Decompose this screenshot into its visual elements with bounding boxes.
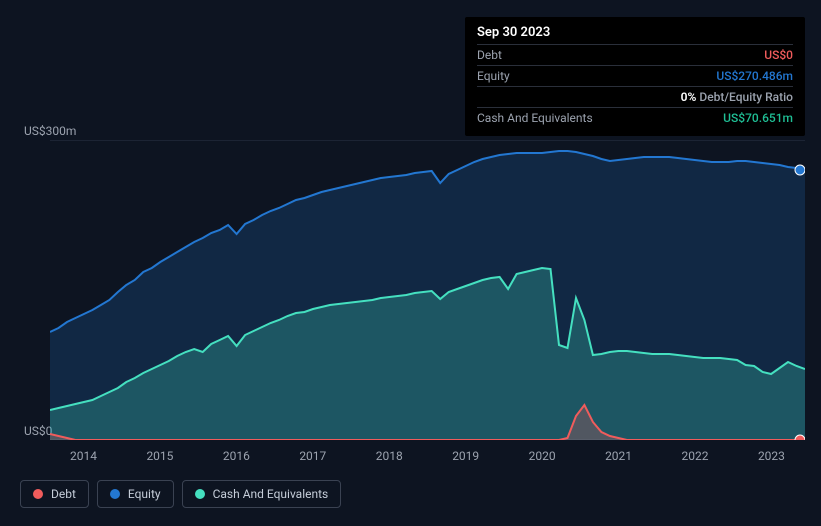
x-axis-tick-label: 2014 — [70, 449, 97, 463]
legend-item-cash-and-equivalents[interactable]: Cash And Equivalents — [182, 480, 342, 508]
end-marker-equity — [795, 165, 805, 175]
legend-label: Equity — [128, 487, 161, 501]
x-axis-tick-label: 2016 — [223, 449, 250, 463]
x-axis-labels: 2014 2015 2016 2017 2018 2019 2020 2021 2022 2023 — [50, 449, 805, 463]
legend-dot-icon — [110, 489, 120, 499]
tooltip-row-label: Equity — [477, 69, 510, 83]
chart-legend: Debt Equity Cash And Equivalents — [20, 480, 341, 508]
tooltip-row-value: US$70.651m — [723, 111, 793, 125]
tooltip-row: 0% Debt/Equity Ratio — [477, 86, 793, 107]
x-axis-tick-label: 2023 — [758, 449, 785, 463]
x-axis-tick-label: 2017 — [299, 449, 326, 463]
tooltip-row: Equity US$270.486m — [477, 65, 793, 86]
tooltip-row-value: 0% Debt/Equity Ratio — [681, 90, 793, 104]
y-axis-label-max: US$300m — [24, 124, 76, 138]
tooltip-row-label: Cash And Equivalents — [477, 111, 593, 125]
chart-plot — [50, 140, 805, 440]
tooltip-date: Sep 30 2023 — [477, 25, 793, 44]
x-axis-tick-label: 2021 — [605, 449, 632, 463]
legend-dot-icon — [33, 489, 43, 499]
tooltip-row: Cash And Equivalents US$70.651m — [477, 107, 793, 128]
tooltip-row-value: US$0 — [764, 48, 793, 62]
legend-item-debt[interactable]: Debt — [20, 480, 89, 508]
x-axis-tick-label: 2022 — [682, 449, 709, 463]
x-axis-tick-label: 2019 — [452, 449, 479, 463]
legend-label: Debt — [51, 487, 76, 501]
tooltip-row: Debt US$0 — [477, 44, 793, 65]
chart-tooltip: Sep 30 2023 Debt US$0 Equity US$270.486m 0% … — [465, 17, 805, 136]
financial-chart: Sep 30 2023 Debt US$0 Equity US$270.486m 0% … — [0, 0, 821, 526]
tooltip-row-label: Debt — [477, 48, 502, 62]
y-axis-label-min: US$0 — [24, 424, 52, 438]
x-axis-tick-label: 2015 — [146, 449, 173, 463]
legend-dot-icon — [195, 489, 205, 499]
x-axis-tick-label: 2020 — [529, 449, 556, 463]
legend-item-equity[interactable]: Equity — [97, 480, 174, 508]
legend-label: Cash And Equivalents — [213, 487, 329, 501]
x-axis-tick-label: 2018 — [376, 449, 403, 463]
tooltip-row-value: US$270.486m — [716, 69, 793, 83]
